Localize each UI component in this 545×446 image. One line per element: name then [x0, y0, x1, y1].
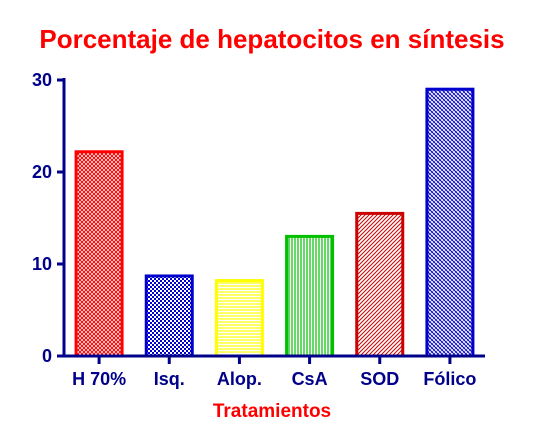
x-tick-label-4: SOD [360, 369, 399, 389]
bar-4 [355, 211, 405, 358]
bar-5 [425, 87, 475, 358]
x-axis-label: Tratamientos [213, 401, 331, 422]
x-tick-label-5: Fólico [423, 369, 476, 389]
y-tick-label-1: 10 [32, 254, 52, 274]
y-tick-label-2: 20 [32, 162, 52, 182]
bar-1 [144, 274, 194, 358]
chart-title: Porcentaje de hepatocitos en síntesis [39, 24, 504, 54]
x-tick-label-1: Isq. [154, 369, 185, 389]
y-tick-label-3: 30 [32, 70, 52, 90]
bar-0 [74, 150, 124, 358]
axes-group: 0 10 20 30 H 70% Isq. Alop. CsA SOD Fólico [32, 70, 485, 389]
bars-group [74, 87, 475, 358]
x-tick-label-3: CsA [292, 369, 328, 389]
y-tick-label-0: 0 [42, 346, 52, 366]
bar-2 [214, 279, 264, 358]
bar-3 [285, 234, 335, 358]
x-tick-label-0: H 70% [72, 369, 126, 389]
x-tick-label-2: Alop. [217, 369, 262, 389]
